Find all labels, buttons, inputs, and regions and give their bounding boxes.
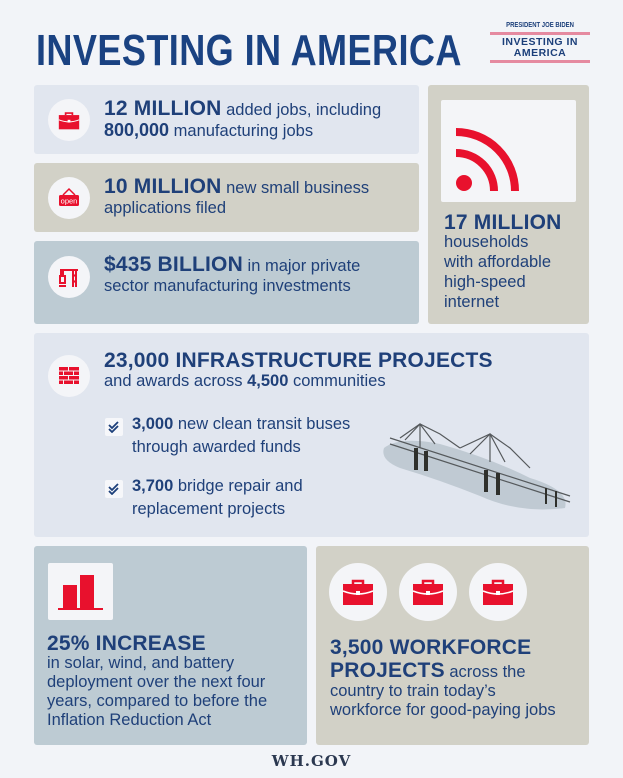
business-text-2: applications filed	[104, 199, 226, 217]
logo-divider	[490, 60, 590, 63]
infrastructure-text-2: communities	[288, 372, 386, 390]
workforce-number: 3,500 WORKFORCE	[330, 636, 532, 659]
internet-text-line: internet	[444, 293, 500, 311]
clean-energy-text-line: Inflation Reduction Act	[47, 711, 212, 729]
bridges-number: 3,700	[132, 477, 174, 495]
clean-energy-stat: 25% INCREASE in solar, wind, and battery…	[47, 632, 268, 730]
communities-number: 4,500	[247, 372, 289, 390]
checkmark-icon	[105, 480, 123, 498]
small-business-stat: 10 MILLION new small business applicatio…	[104, 175, 370, 218]
internet-number: 17 MILLION	[444, 211, 562, 234]
bridges-text-2: replacement projects	[132, 500, 286, 518]
buses-number: 3,000	[132, 415, 174, 433]
infrastructure-number: 23,000 INFRASTRUCTURE PROJECTS	[104, 349, 493, 372]
logo: INVESTING IN AMERICA	[490, 37, 590, 59]
internet-panel: 17 MILLION households with affordable hi…	[428, 85, 589, 324]
infrastructure-stat: 23,000 INFRASTRUCTURE PROJECTS and award…	[104, 349, 493, 391]
workforce-projects-label: PROJECTS	[330, 659, 445, 682]
logo-line-2: AMERICA	[513, 47, 567, 59]
business-text: new small business	[221, 179, 370, 197]
small-business-panel: open 10 MILLION new small business appli…	[34, 163, 419, 232]
internet-text-line: with affordable	[444, 253, 552, 271]
clean-energy-text-line: in solar, wind, and battery	[47, 654, 235, 672]
infrastructure-panel: 23,000 INFRASTRUCTURE PROJECTS and award…	[34, 333, 589, 537]
manufacturing-jobs-number: 800,000	[104, 120, 170, 140]
workforce-panel: 3,500 WORKFORCE PROJECTS across the coun…	[316, 546, 589, 745]
clean-energy-text-line: years, compared to before the	[47, 692, 268, 710]
logo-divider	[490, 32, 590, 35]
workforce-text-line: workforce for good-paying jobs	[330, 701, 556, 719]
jobs-text: added jobs, including	[221, 101, 382, 119]
clean-energy-panel: 25% INCREASE in solar, wind, and battery…	[34, 546, 307, 745]
buses-text-2: through awarded funds	[132, 438, 301, 456]
investment-panel: $435 BILLION in major private sector man…	[34, 241, 419, 324]
jobs-panel: 12 MILLION added jobs, including 800,000…	[34, 85, 419, 154]
crane-icon	[48, 256, 90, 298]
open-sign-label: open	[61, 197, 78, 206]
bridge-illustration	[383, 423, 571, 510]
clean-energy-text-line: deployment over the next four	[47, 673, 266, 691]
investment-number: $435 BILLION	[104, 253, 243, 276]
jobs-number: 12 MILLION	[104, 97, 222, 120]
internet-text-line: households	[444, 233, 529, 251]
workforce-text-line: country to train today’s	[330, 682, 496, 700]
bridges-text: bridge repair and	[173, 477, 303, 495]
briefcase-icon	[48, 99, 90, 141]
open-sign-icon: open	[48, 177, 90, 219]
wifi-signal-icon	[441, 100, 576, 202]
page-title: INVESTING IN AMERICA	[36, 26, 462, 75]
brick-wall-icon	[48, 355, 90, 397]
buses-text: new clean transit buses	[173, 415, 351, 433]
briefcase-icon	[399, 563, 457, 621]
investment-stat: $435 BILLION in major private sector man…	[104, 253, 361, 296]
checkmark-icon	[105, 418, 123, 436]
logo-line-1: INVESTING IN	[501, 36, 578, 48]
investment-text-2: sector manufacturing investments	[104, 277, 351, 295]
briefcase-icon	[469, 563, 527, 621]
investment-text: in major private	[242, 257, 361, 275]
manufacturing-jobs-text: manufacturing jobs	[169, 122, 314, 140]
workforce-text: across the	[444, 663, 526, 681]
business-number: 10 MILLION	[104, 175, 222, 198]
briefcase-icon	[329, 563, 387, 621]
internet-text-line: high-speed	[444, 273, 526, 291]
logo-president-label: PRESIDENT JOE BIDEN	[506, 22, 574, 29]
bar-chart-icon	[48, 563, 113, 620]
infrastructure-text: and awards across	[104, 372, 248, 390]
workforce-stat: 3,500 WORKFORCE PROJECTS across the coun…	[330, 634, 556, 720]
jobs-stat: 12 MILLION added jobs, including 800,000…	[104, 97, 382, 141]
internet-stat: 17 MILLION households with affordable hi…	[444, 211, 562, 312]
footer-wh-gov: WH.GOV	[271, 752, 352, 770]
clean-energy-number: 25% INCREASE	[47, 632, 206, 655]
